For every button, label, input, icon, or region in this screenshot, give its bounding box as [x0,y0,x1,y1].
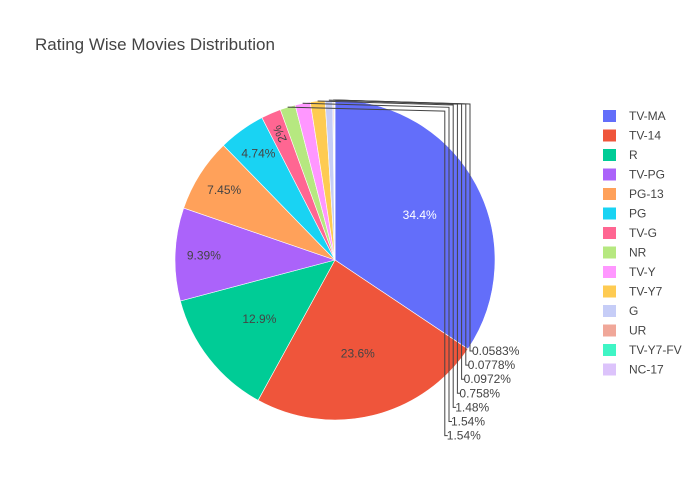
leader-line-tv-y7 [317,100,457,408]
slice-label-nr: 1.54% [447,429,481,443]
leader-line-g [328,99,461,394]
slice-label-tv-y7: 1.48% [455,400,489,414]
chart-title: Rating Wise Movies Distribution [35,35,275,54]
legend-swatch-pg-13 [603,188,616,200]
legend-label-tv-ma: TV-MA [629,109,666,123]
legend-label-tv-y7-fv: TV-Y7-FV [629,343,682,357]
slice-label-tv-g: 2% [270,123,290,145]
slice-label-tv-y7-fv: 0.0778% [468,358,516,372]
legend-label-tv-y7: TV-Y7 [629,285,663,299]
slice-label-r: 12.9% [242,312,276,326]
pie-slices [174,99,496,421]
leader-line-nr [287,106,448,437]
legend-swatch-nc-17 [603,363,616,376]
legend: TV-MA TV-14 R TV-PG PG-13 PG TV-G NR TV-Y TV-Y7 GU… [603,109,682,377]
legend-label-tv-14: TV-14 [629,129,661,143]
legend-label-ur: UR [629,324,647,338]
legend-swatch-tv-ma [603,110,616,122]
slice-label-pg: 4.74% [241,146,275,160]
slice-label-tv-ma: 34.4% [403,208,437,222]
pie-slice-tv-pg [174,207,337,302]
legend-swatch-nr [603,246,616,259]
pie-slice-r [179,259,336,401]
legend-swatch-ur [603,324,616,337]
legend-swatch-tv-y [603,266,616,278]
slice-label-tv-y: 1.54% [451,415,485,429]
legend-label-tv-y: TV-Y [629,265,656,279]
legend-label-tv-g: TV-G [629,226,657,240]
slice-label-tv-14: 23.6% [341,346,375,360]
legend-label-pg-13: PG-13 [629,187,664,201]
slice-label-g: 0.758% [459,386,500,400]
legend-label-g: G [629,304,638,318]
legend-label-nc-17: NC-17 [629,363,664,377]
slice-label-nc-17: 0.0583% [472,344,520,358]
legend-label-nr: NR [629,246,647,260]
slice-label-tv-pg: 9.39% [187,248,221,262]
leader-line-tv-y [302,102,452,422]
slice-label-ur: 0.0972% [464,372,512,386]
legend-swatch-g [603,305,616,317]
legend-swatch-tv-14 [603,129,616,142]
legend-label-tv-pg: TV-PG [629,168,665,182]
leader-lines [287,99,473,437]
legend-swatch-tv-g [603,227,616,239]
legend-swatch-tv-y7 [603,285,616,298]
pie-slice-tv-14 [257,259,469,421]
legend-swatch-r [603,149,616,161]
legend-swatch-tv-y7-fv [603,344,616,356]
legend-swatch-tv-pg [603,168,616,181]
legend-swatch-pg [603,207,616,220]
legend-label-pg: PG [629,207,646,221]
legend-label-r: R [629,148,638,162]
slice-labels: 34.4%23.6%12.9%9.39%7.45%4.74%2%0.0583%0… [187,123,520,443]
slice-label-pg-13: 7.45% [207,183,241,197]
